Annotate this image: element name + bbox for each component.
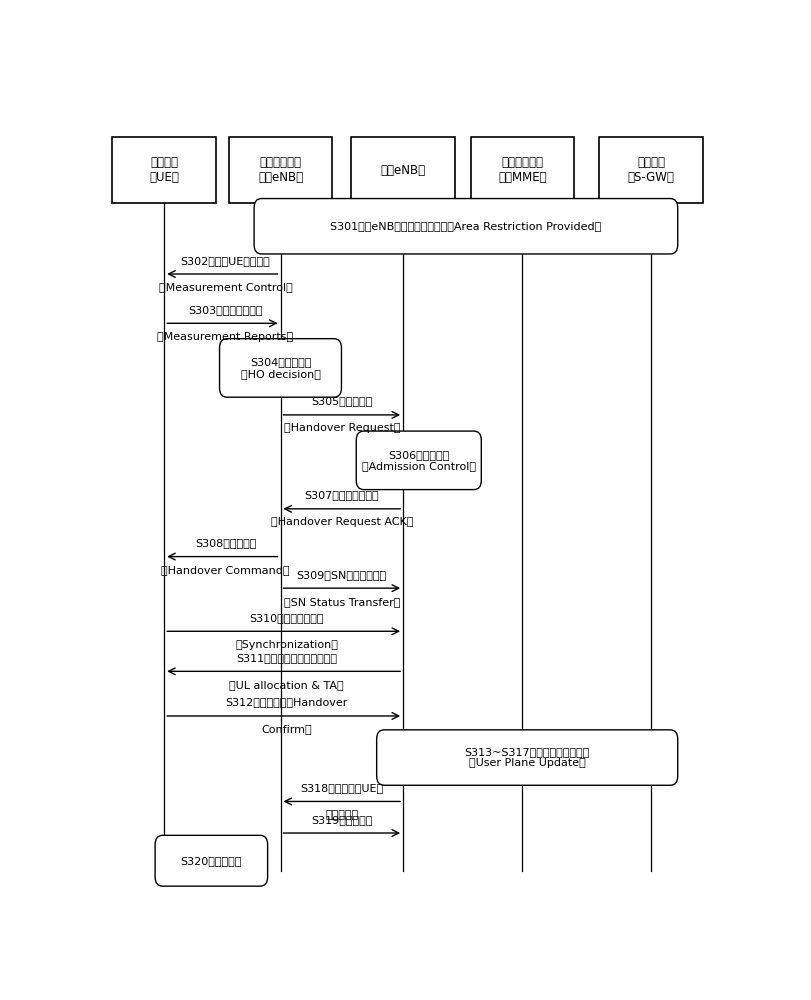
Text: S320、释放资源: S320、释放资源 <box>181 856 242 866</box>
Text: S303、上行测量报告: S303、上行测量报告 <box>188 305 263 315</box>
FancyBboxPatch shape <box>229 137 333 203</box>
Text: （Handover Request ACK）: （Handover Request ACK） <box>271 517 413 527</box>
Text: （Synchronization）: （Synchronization） <box>235 640 338 650</box>
Text: S311、上行资源和时间提前量: S311、上行资源和时间提前量 <box>236 653 337 663</box>
Text: Confirm）: Confirm） <box>261 724 312 734</box>
FancyBboxPatch shape <box>113 137 216 203</box>
Text: （Measurement Reports）: （Measurement Reports） <box>157 332 294 342</box>
Text: （SN Status Transfer）: （SN Status Transfer） <box>284 597 400 607</box>
Text: 源演进型基站
（源eNB）: 源演进型基站 （源eNB） <box>258 156 303 184</box>
Text: S318、通知释放UE上: S318、通知释放UE上 <box>300 783 384 793</box>
Text: S306、接纳判决
（Admission Control）: S306、接纳判决 （Admission Control） <box>362 450 476 471</box>
FancyBboxPatch shape <box>155 835 268 886</box>
FancyBboxPatch shape <box>351 137 455 203</box>
Text: 服务网关
（S-GW）: 服务网关 （S-GW） <box>628 156 675 184</box>
Text: 移动性管理实
体（MME）: 移动性管理实 体（MME） <box>498 156 547 184</box>
FancyBboxPatch shape <box>376 730 678 785</box>
Text: 用户设备
（UE）: 用户设备 （UE） <box>149 156 179 184</box>
FancyBboxPatch shape <box>254 199 678 254</box>
FancyBboxPatch shape <box>220 339 341 397</box>
Text: （Handover Request）: （Handover Request） <box>284 423 400 433</box>
Text: S309、SN状态传递消息: S309、SN状态传递消息 <box>297 570 387 580</box>
Text: （Handover Command）: （Handover Command） <box>161 565 290 575</box>
Text: S319、资源前传: S319、资源前传 <box>311 815 372 825</box>
Text: 下文及资源: 下文及资源 <box>325 810 358 820</box>
FancyBboxPatch shape <box>470 137 574 203</box>
FancyBboxPatch shape <box>356 431 481 490</box>
Text: S304、切换判决
（HO decision）: S304、切换判决 （HO decision） <box>241 357 320 379</box>
Text: S310、上行同步过程: S310、上行同步过程 <box>250 613 324 623</box>
Text: S308、切换命令: S308、切换命令 <box>195 538 256 548</box>
Text: S307、切换请求确认: S307、切换请求确认 <box>304 490 379 500</box>
Text: 目标eNB）: 目标eNB） <box>380 164 426 177</box>
Text: （UL allocation & TA）: （UL allocation & TA） <box>230 680 344 690</box>
Text: S305、切换请求: S305、切换请求 <box>311 396 372 406</box>
Text: S312、切换确认（Handover: S312、切换确认（Handover <box>225 698 348 708</box>
Text: S313~S317、更新用户平面路径
（User Plane Update）: S313~S317、更新用户平面路径 （User Plane Update） <box>465 747 590 768</box>
FancyBboxPatch shape <box>599 137 703 203</box>
Text: （Measurement Control）: （Measurement Control） <box>159 282 293 292</box>
Text: S302、控制UE测量过程: S302、控制UE测量过程 <box>181 256 270 266</box>
Text: S301、源eNB切换区域限制信息（Area Restriction Provided）: S301、源eNB切换区域限制信息（Area Restriction Provi… <box>330 221 602 231</box>
